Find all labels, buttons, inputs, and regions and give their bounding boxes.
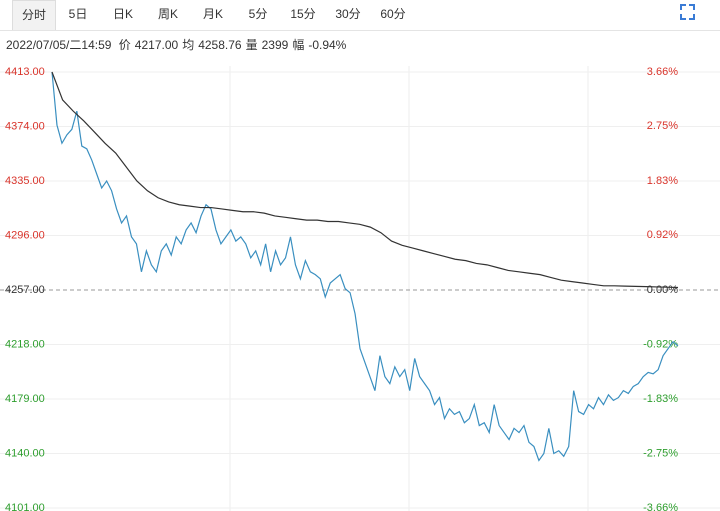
tab[interactable]: 30分 (335, 7, 361, 21)
info-value: 4217.00 (134, 38, 179, 52)
y-tick-label: 4140.00 (5, 447, 45, 459)
price-line (51, 71, 679, 462)
y-tick-label: 4101.00 (5, 502, 45, 511)
info-label: 均 (182, 38, 195, 52)
y2-tick-label: 0.00% (647, 284, 678, 296)
y-tick-label: 4296.00 (5, 229, 45, 241)
price-line (51, 71, 679, 289)
y-tick-label: 4179.00 (5, 393, 45, 405)
datetime: 2022/07/05/二14:59 (6, 38, 112, 52)
info-label: 幅 (292, 38, 305, 52)
tab[interactable]: 5分 (248, 7, 268, 21)
tab[interactable]: 日K (112, 7, 133, 21)
y-tick-label: 4257.00 (5, 284, 45, 296)
y-tick-label: 4374.00 (5, 120, 45, 132)
y2-tick-label: -1.83% (643, 393, 678, 405)
info-value: 2399 (261, 38, 289, 52)
y2-tick-label: 2.75% (647, 120, 678, 132)
info-label: 量 (245, 38, 258, 52)
tab-bar: 分时 5日 日K 周K 月K 5分 15分 30分 60分 (0, 0, 720, 31)
tab[interactable]: 60分 (380, 7, 406, 21)
y2-tick-label: 3.66% (647, 66, 678, 78)
y2-tick-label: 0.92% (647, 229, 678, 241)
y2-tick-label: -2.75% (643, 448, 678, 460)
tab[interactable]: 15分 (290, 7, 316, 21)
info-value: 4258.76 (198, 38, 242, 52)
tab[interactable]: 5日 (68, 7, 88, 21)
tab[interactable]: 周K (157, 7, 178, 21)
y-tick-label: 4218.00 (5, 338, 45, 350)
y-tick-label: 4335.00 (5, 175, 45, 187)
tab[interactable]: 分时 (12, 0, 56, 30)
fullscreen-icon[interactable] (680, 4, 695, 20)
y-tick-label: 4413.00 (5, 66, 45, 78)
toolbar-icons (680, 4, 695, 20)
y2-tick-label: -0.92% (643, 339, 678, 351)
info-value: -0.94% (308, 38, 347, 52)
tab[interactable]: 月K (202, 7, 223, 21)
y2-tick-label: -3.66% (643, 502, 678, 511)
info-line: 2022/07/05/二14:59 价 4217.00 均 4258.76 量 2399 幅… (6, 36, 350, 53)
info-label: 价 (118, 38, 131, 52)
y2-tick-label: 1.83% (647, 175, 678, 187)
